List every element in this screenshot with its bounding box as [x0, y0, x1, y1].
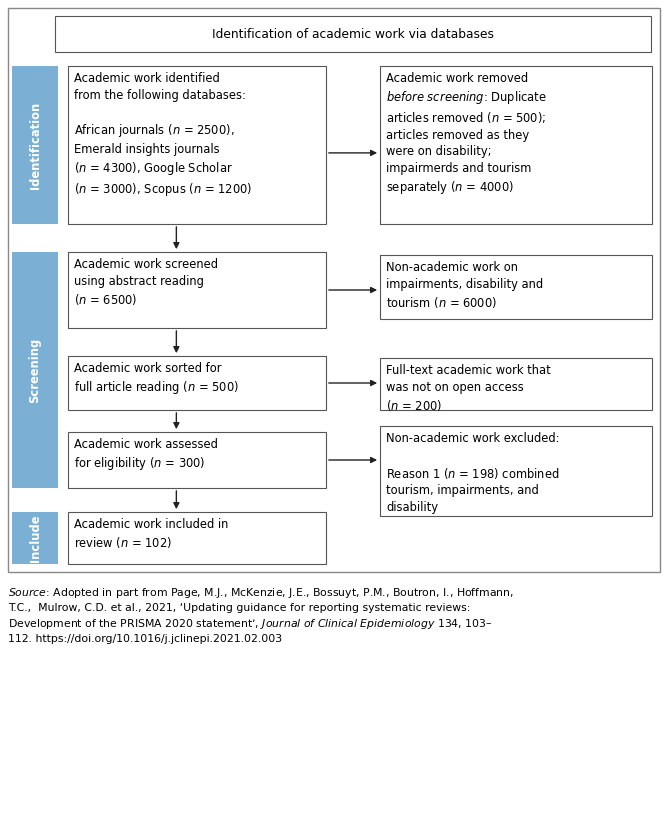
Bar — [68, 356, 326, 410]
Text: Screening: Screening — [29, 337, 42, 403]
Bar — [380, 66, 652, 224]
Text: Non-academic work on
impairments, disability and
tourism ($n$ = 6000): Non-academic work on impairments, disabi… — [386, 261, 543, 310]
Text: Non-academic work excluded:

Reason 1 ($n$ = 198) combined
tourism, impairments,: Non-academic work excluded: Reason 1 ($n… — [386, 432, 559, 514]
Text: Academic work included in
review ($n$ = 102): Academic work included in review ($n$ = … — [74, 518, 228, 550]
Text: Identification of academic work via databases: Identification of academic work via data… — [212, 27, 494, 41]
Bar — [12, 66, 58, 224]
Bar — [68, 66, 326, 224]
Bar — [12, 252, 58, 488]
Bar — [380, 358, 652, 410]
Bar — [68, 432, 326, 488]
Text: Academic work identified
from the following databases:

African journals ($n$ = : Academic work identified from the follow… — [74, 72, 252, 198]
Text: Identification: Identification — [29, 101, 42, 188]
Bar — [68, 512, 326, 564]
Bar — [8, 8, 660, 572]
Bar — [380, 426, 652, 516]
Text: Academic work removed
$\it{before\ screening}$: Duplicate
articles removed ($n$ : Academic work removed $\it{before\ scree… — [386, 72, 547, 196]
Text: $\it{Source}$: Adopted in part from Page, M.J., McKenzie, J.E., Bossuyt, P.M., B: $\it{Source}$: Adopted in part from Page… — [8, 586, 514, 644]
Bar — [55, 16, 651, 52]
Bar — [12, 512, 58, 564]
Text: Academic work assessed
for eligibility ($n$ = 300): Academic work assessed for eligibility (… — [74, 438, 218, 472]
Bar — [380, 255, 652, 319]
Bar — [68, 252, 326, 328]
Text: Academic work sorted for
full article reading ($n$ = 500): Academic work sorted for full article re… — [74, 362, 239, 396]
Text: Include: Include — [29, 515, 42, 562]
Text: Full-text academic work that
was not on open access
($n$ = 200): Full-text academic work that was not on … — [386, 364, 551, 413]
Text: Academic work screened
using abstract reading
($n$ = 6500): Academic work screened using abstract re… — [74, 258, 218, 307]
